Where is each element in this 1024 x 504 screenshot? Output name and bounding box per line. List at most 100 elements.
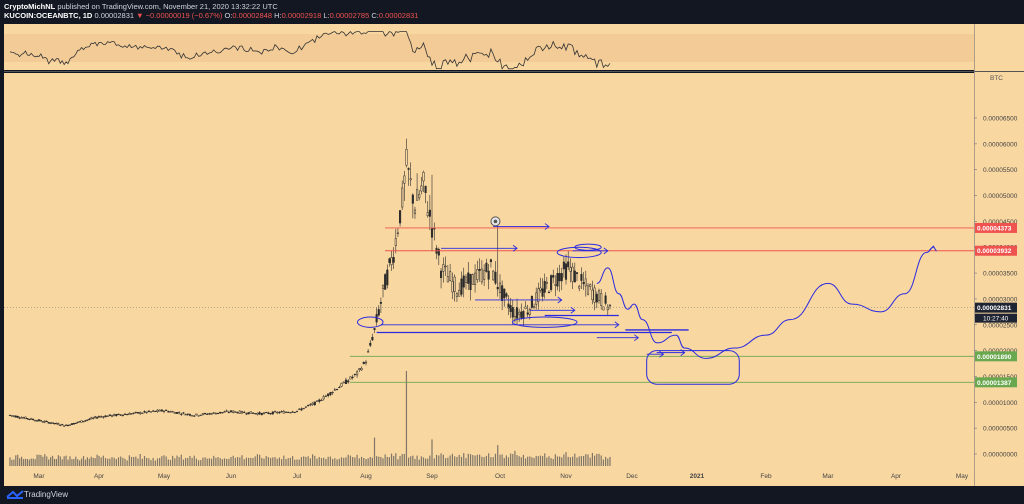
annotation-arrowhead [557,296,563,304]
candle-body [102,416,105,418]
volume-bar [399,456,401,466]
candle-body [469,273,472,291]
candle-body [494,271,497,284]
volume-bar [565,452,567,466]
candle-body [511,307,514,318]
candle-body [229,410,233,413]
candle-body [262,412,266,414]
x-tick-label: 2021 [690,473,705,480]
volume-bar [345,457,347,466]
volume-bar [458,454,460,466]
volume-bar [208,458,210,466]
candle-body [145,411,148,414]
candle-body [424,185,427,193]
candle-body [32,419,35,421]
y-tick-label: 0.00004500 [983,219,1018,226]
volume-bar [270,457,272,466]
volume-bar [516,455,518,466]
y-tick-label: 0.00005000 [983,193,1018,200]
volume-bar [403,453,405,466]
candle-body [518,311,521,315]
candle-body [225,410,228,412]
volume-bar [152,457,154,466]
candle-body [100,416,103,418]
volume-bar [197,460,200,466]
volume-bar [485,455,487,466]
candle-body [162,410,166,412]
volume-bar [594,455,596,466]
candle-body [267,412,270,414]
volume-bar [263,458,265,466]
candle-body [106,415,109,417]
volume-bar [252,458,254,466]
candle-body [309,404,312,406]
candle-body [373,328,376,330]
level-label: 0.00001387 [977,380,1012,387]
candle-body [302,407,305,410]
candle-body [61,423,64,426]
candle-body [526,312,529,315]
volume-bar [418,459,420,466]
candle-body [349,376,352,380]
candle-body [232,410,235,413]
candle-body [287,411,290,413]
candle-body [10,415,13,417]
candle-body [141,412,144,414]
candle-body [49,422,52,424]
volume-bar [598,453,600,466]
candle-body [26,418,29,420]
tradingview-brand[interactable]: TradingView [24,490,69,499]
volume-bar [146,457,148,466]
candle-body [245,413,248,415]
candle-body [437,249,440,256]
author-name[interactable]: CryptoMichNL [4,2,56,11]
volume-bar [563,454,565,466]
volume-bar [51,455,54,466]
candle-body [16,416,19,418]
volume-bar [206,458,208,466]
volume-bar [69,456,71,466]
volume-bar [165,456,167,466]
volume-bar [143,455,146,466]
volume-bar [369,456,371,466]
volume-bar [465,458,467,466]
candle-body [580,274,583,281]
price-change: ▼ −0.00000019 (−0.67%) [136,11,223,20]
y-tick-label: 0.00002500 [983,322,1018,329]
x-tick-label: Jul [293,473,302,480]
candle-body [206,413,209,415]
current-price-bg [975,302,1017,313]
volume-bar [602,459,604,466]
volume-bar [82,456,85,466]
volume-bar [219,458,221,466]
candle-body [41,421,44,423]
volume-bar [172,455,174,466]
candle-body [505,293,508,297]
tradingview-logo-icon[interactable] [6,490,26,500]
volume-bar [388,457,391,466]
candle-body [113,414,116,417]
candle-body [353,373,356,375]
candle-body [149,411,153,413]
volume-bar [533,458,535,466]
volume-bar [529,456,531,466]
candle-body [171,411,174,413]
candle-body [440,270,443,279]
volume-bar [425,458,427,466]
volume-bar [245,457,247,466]
candle-body [51,421,54,424]
volume-bar [376,456,378,466]
volume-bar [19,458,21,466]
volume-bar [479,454,481,466]
candle-body [34,420,37,422]
candle-body [405,149,408,166]
volume-bar [474,455,476,466]
volume-bar [272,457,274,466]
volume-bar [217,457,219,466]
volume-bar [343,457,345,466]
candle-body [182,412,185,414]
volume-bar [296,459,298,466]
volume-bar [254,456,256,466]
candle-body [70,423,73,425]
